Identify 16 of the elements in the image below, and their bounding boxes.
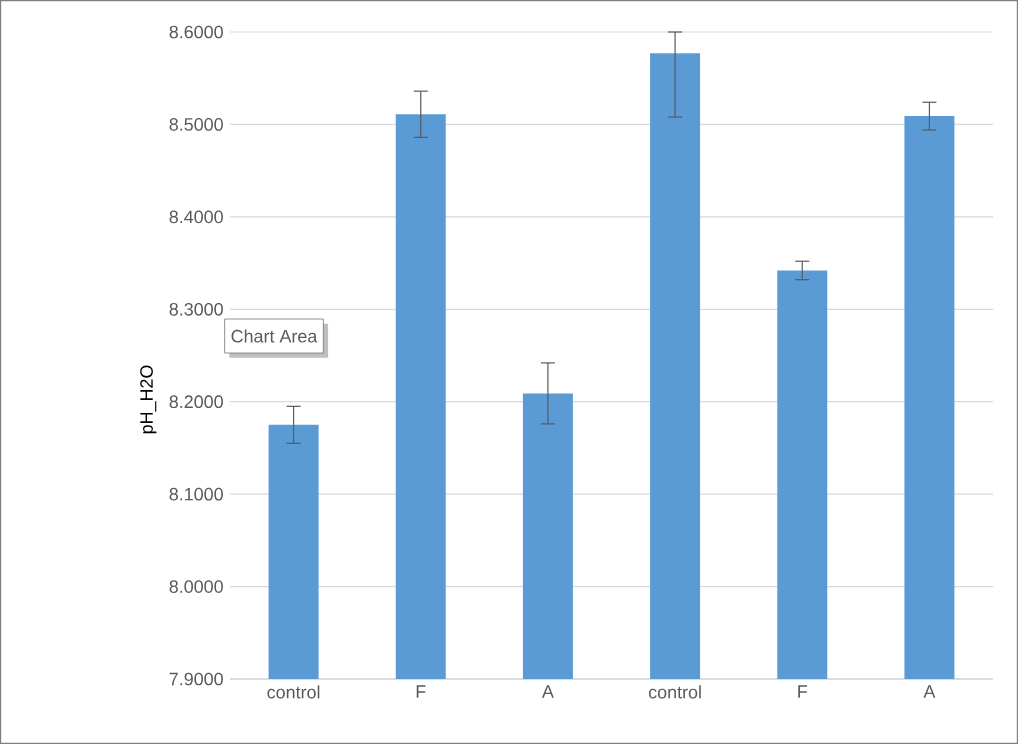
x-tick-label: A	[923, 685, 936, 698]
y-tick-label: 8.1000	[169, 487, 223, 501]
x-tick-label: A	[541, 685, 554, 698]
x-tick-label: control	[267, 685, 320, 699]
y-tick-label: 8.5000	[169, 118, 223, 131]
y-tick-label: 8.6000	[169, 25, 223, 39]
y-tick-label: 7.9000	[169, 672, 223, 686]
y-tick-label: 8.3000	[169, 302, 223, 316]
y-tick-label: 8.2000	[169, 395, 223, 409]
x-tick-label: F	[798, 685, 808, 698]
y-tick-label: 8.4000	[169, 210, 223, 224]
annotation: Chart Area	[231, 329, 318, 343]
x-tick-label: control	[648, 685, 701, 699]
x-tick-label: F	[416, 685, 426, 698]
y-tick-label: 8.0000	[169, 580, 223, 593]
y-axis-title: pH_H2O	[140, 365, 157, 434]
